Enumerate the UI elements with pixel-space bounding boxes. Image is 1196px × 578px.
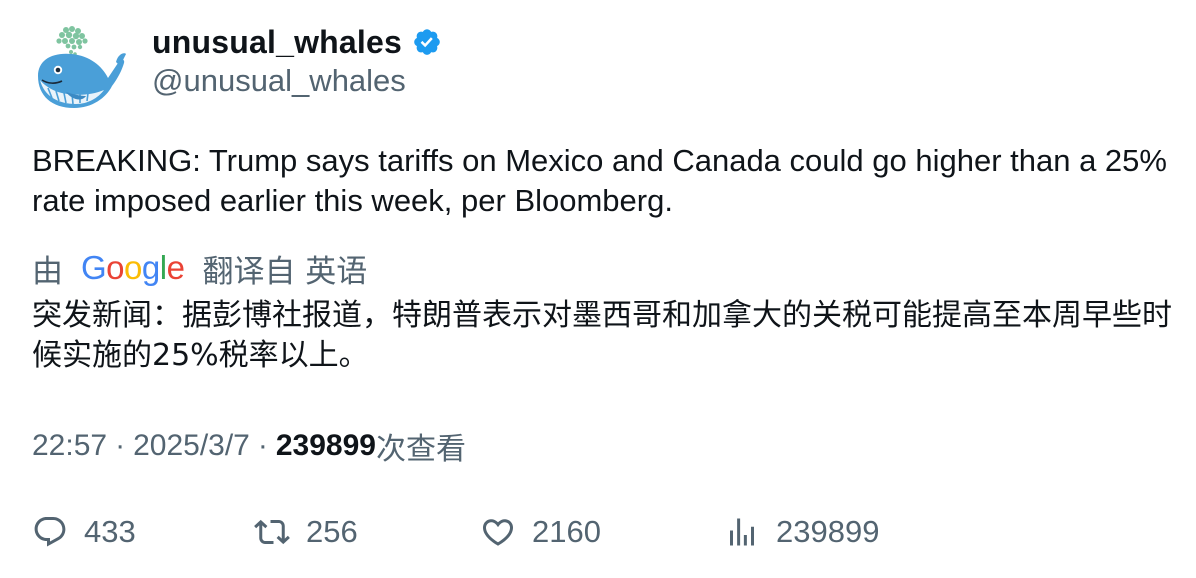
reply-count: 433 bbox=[84, 514, 136, 549]
meta-separator: · bbox=[115, 429, 126, 462]
tweet-time[interactable]: 22:57 bbox=[32, 429, 108, 462]
display-name-row: unusual_whales bbox=[152, 22, 442, 62]
views-button[interactable]: 239899 bbox=[724, 510, 879, 554]
like-count: 2160 bbox=[532, 514, 601, 549]
author-block: unusual_whales @unusual_whales bbox=[152, 22, 442, 99]
action-bar: 433 256 2160 239899 bbox=[32, 510, 1172, 554]
views-count: 239899 bbox=[275, 429, 376, 462]
retweet-button[interactable]: 256 bbox=[254, 510, 358, 554]
translation-prefix: 由 bbox=[32, 253, 63, 290]
translation-suffix: 翻译自 英语 bbox=[202, 253, 368, 290]
retweet-count: 256 bbox=[306, 514, 358, 549]
verified-badge-icon[interactable] bbox=[412, 27, 442, 57]
tweet-date[interactable]: 2025/3/7 bbox=[133, 429, 250, 462]
translated-text: 突发新闻：据彭博社报道，特朗普表示对墨西哥和加拿大的关税可能提高至本周早些时候实… bbox=[32, 298, 1172, 373]
reply-button[interactable]: 433 bbox=[32, 510, 136, 554]
tweet-text: BREAKING: Trump says tariffs on Mexico a… bbox=[32, 143, 1167, 218]
retweet-icon bbox=[254, 519, 290, 545]
avatar[interactable] bbox=[32, 26, 126, 112]
tweet-meta: 22:57 · 2025/3/7 · 239899 次查看 bbox=[32, 424, 466, 468]
handle[interactable]: @unusual_whales bbox=[152, 63, 406, 98]
meta-separator: · bbox=[257, 429, 268, 462]
like-button[interactable]: 2160 bbox=[480, 510, 601, 554]
analytics-icon bbox=[730, 518, 754, 546]
translation-attribution[interactable]: 由 Google 翻译自 英语 bbox=[32, 246, 367, 290]
views-label: 次查看 bbox=[375, 432, 466, 467]
google-logo: Google bbox=[81, 249, 185, 286]
heart-icon bbox=[482, 519, 514, 546]
whale-icon bbox=[38, 26, 126, 108]
views-action-count: 239899 bbox=[776, 514, 880, 549]
display-name[interactable]: unusual_whales bbox=[152, 23, 402, 60]
reply-icon bbox=[34, 517, 66, 547]
